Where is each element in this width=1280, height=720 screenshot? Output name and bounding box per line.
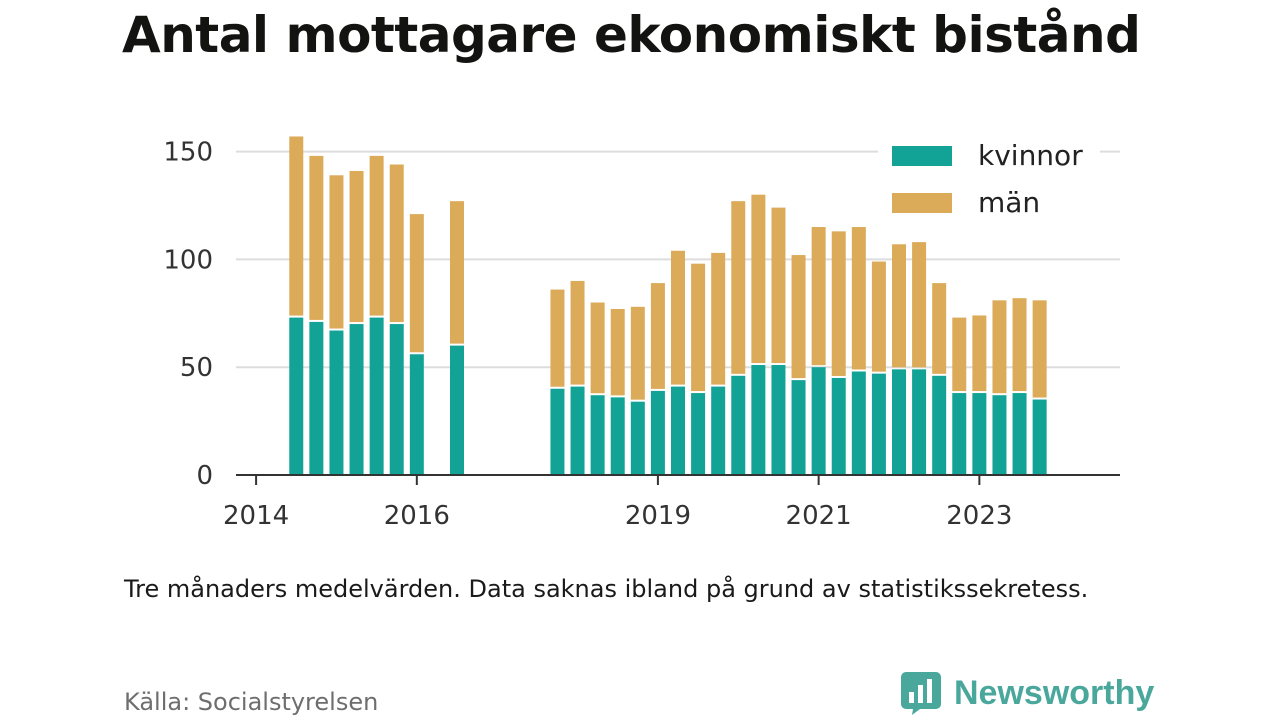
bar-kvinnor (329, 330, 344, 475)
bar-man (691, 263, 706, 392)
bar-man (630, 306, 645, 400)
bar-man (650, 283, 665, 389)
bar-kvinnor (409, 354, 424, 475)
legend-label-man: män (978, 186, 1040, 219)
y-tick-label: 0 (196, 461, 213, 491)
x-tick-label: 2023 (946, 501, 1012, 531)
bar-kvinnor (731, 375, 746, 475)
bar-kvinnor (610, 397, 625, 475)
bar-man (831, 231, 846, 376)
bar-kvinnor (771, 365, 786, 475)
bar-man (791, 255, 806, 379)
bar-man (369, 155, 384, 316)
brand-name: Newsworthy (954, 673, 1155, 712)
bar-kvinnor (289, 317, 304, 475)
bar-man (751, 194, 766, 364)
y-tick-label: 150 (163, 138, 213, 168)
bar-kvinnor (711, 386, 726, 475)
bar-kvinnor (952, 393, 967, 475)
bar-kvinnor (630, 401, 645, 475)
x-tick-label: 2019 (625, 501, 691, 531)
bar-kvinnor (671, 386, 685, 475)
bar-man (851, 227, 866, 370)
bar-man (550, 289, 565, 387)
bars-layer (289, 136, 1047, 475)
bar-kvinnor (570, 386, 585, 475)
bar-man (309, 155, 324, 320)
bar-man (450, 201, 464, 344)
bar-man (711, 252, 726, 385)
legend: kvinnor män (878, 134, 1100, 226)
bar-kvinnor (450, 345, 464, 475)
brand-logo[interactable]: Newsworthy (900, 670, 1154, 716)
bar-man (590, 302, 605, 394)
bar-man (671, 250, 685, 385)
bar-man (610, 308, 625, 396)
bar-man (952, 317, 967, 392)
chart-title: Antal mottagare ekonomiskt bistånd (122, 6, 1141, 64)
legend-label-kvinnor: kvinnor (978, 139, 1083, 172)
bar-man (932, 283, 947, 374)
bar-kvinnor (992, 395, 1007, 475)
bar-kvinnor (831, 377, 846, 475)
bar-kvinnor (590, 395, 605, 475)
bar-man (1012, 298, 1027, 392)
bar-kvinnor (932, 375, 947, 475)
source-text: Källa: Socialstyrelsen (124, 688, 379, 716)
bar-kvinnor (791, 380, 806, 475)
bar-kvinnor (550, 388, 565, 475)
bar-man (771, 207, 786, 364)
bar-man (349, 170, 364, 323)
bar-kvinnor (851, 371, 866, 475)
bar-man (409, 214, 424, 353)
axis-layer: 2014 2016 2019 2021 2023 (223, 474, 1120, 531)
bar-man (570, 280, 585, 385)
bar-kvinnor (309, 321, 324, 475)
bar-kvinnor (691, 393, 706, 475)
bar-man (329, 175, 344, 329)
chart-note: Tre månaders medelvärden. Data saknas ib… (124, 575, 1089, 603)
newsworthy-logo-icon (901, 672, 941, 715)
x-tick-label: 2021 (786, 501, 852, 531)
bar-man (289, 136, 304, 316)
bar-man (389, 164, 404, 323)
bar-kvinnor (811, 367, 826, 475)
bar-kvinnor (389, 324, 404, 475)
bar-kvinnor (369, 317, 384, 475)
bar-kvinnor (972, 393, 987, 475)
bar-kvinnor (892, 369, 906, 475)
y-tick-label: 100 (163, 245, 213, 275)
legend-swatch-kvinnor (892, 146, 952, 166)
bar-kvinnor (912, 369, 927, 475)
bar-man (871, 261, 886, 372)
bar-man (992, 300, 1007, 394)
y-tick-label: 50 (180, 353, 213, 383)
bar-kvinnor (751, 365, 766, 475)
legend-swatch-man (892, 193, 952, 213)
bar-man (972, 315, 987, 392)
bar-man (731, 201, 746, 374)
bar-man (1032, 300, 1047, 398)
bar-kvinnor (650, 390, 665, 475)
bar-kvinnor (1012, 393, 1027, 475)
bar-man (811, 227, 826, 366)
bar-man (912, 242, 927, 368)
x-tick-label: 2016 (384, 501, 450, 531)
bar-kvinnor (1032, 399, 1047, 475)
bar-kvinnor (349, 324, 364, 475)
bar-man (892, 244, 906, 368)
bar-kvinnor (871, 373, 886, 475)
x-tick-label: 2014 (223, 501, 289, 531)
